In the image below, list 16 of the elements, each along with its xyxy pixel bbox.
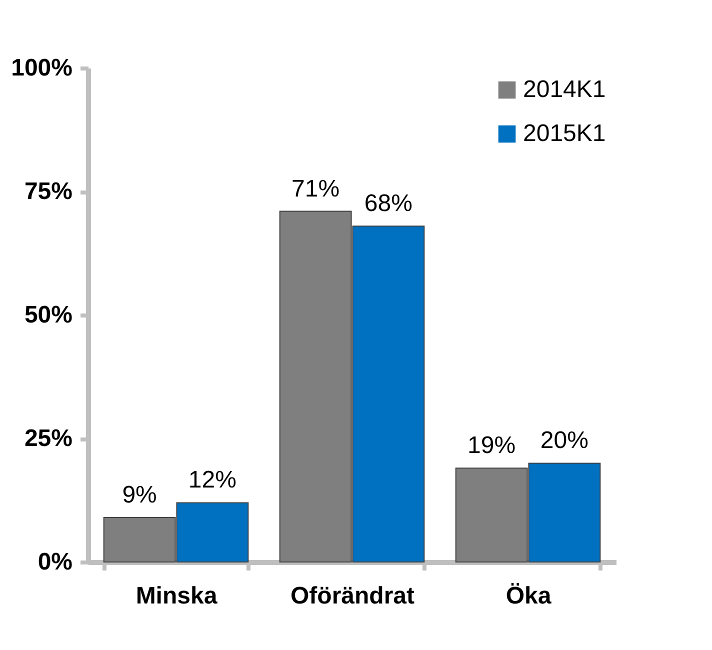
data-label: 20% bbox=[540, 427, 588, 454]
y-tick-label: 75% bbox=[24, 178, 72, 205]
data-label: 19% bbox=[468, 432, 516, 460]
legend-label: 2015K1 bbox=[523, 120, 606, 147]
x-tick-label: Öka bbox=[506, 582, 552, 610]
x-tick-label: Oförändrat bbox=[290, 582, 415, 610]
data-label: 9% bbox=[122, 482, 157, 509]
data-label: 68% bbox=[364, 190, 412, 218]
y-tick-label: 50% bbox=[24, 302, 72, 328]
y-tick-label: 100% bbox=[11, 54, 72, 82]
data-label: 12% bbox=[188, 466, 236, 494]
y-tick-label: 0% bbox=[38, 548, 72, 576]
x-tick-label: Minska bbox=[136, 582, 218, 610]
y-tick-label: 25% bbox=[24, 425, 72, 452]
legend-label: 2014K1 bbox=[523, 76, 606, 103]
data-label: 71% bbox=[292, 175, 340, 202]
